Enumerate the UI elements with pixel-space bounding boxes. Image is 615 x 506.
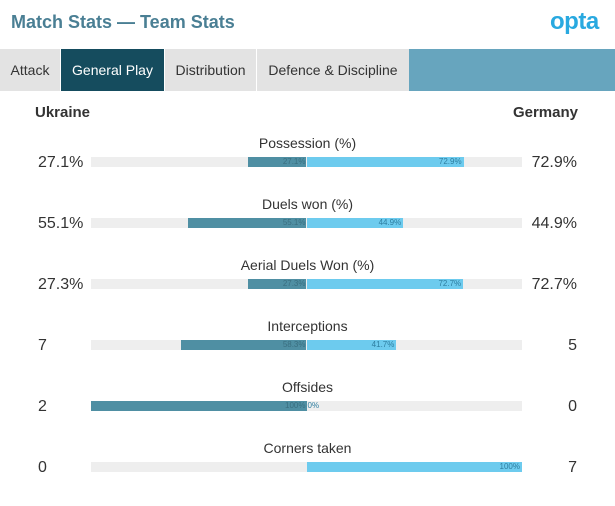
home-stat-percent: 100% [285, 401, 306, 410]
home-stat-bar [248, 157, 307, 167]
away-stat-bar [306, 462, 522, 472]
stat-bar-track: 58.3% 41.7% [91, 340, 522, 350]
stat-bar-track: 27.3% 72.7% [91, 279, 522, 289]
home-stat-value: 55.1% [38, 215, 84, 232]
page-header: Match Stats — Team Stats opta [0, 0, 615, 49]
away-stat-value: 72.9% [531, 154, 577, 171]
home-team-name: Ukraine [35, 104, 91, 121]
opta-logo[interactable]: opta [550, 8, 599, 35]
stat-row-possession: Possession (%) 27.1% 27.1% 72.9% 72.9% [0, 135, 615, 193]
tab-divider [164, 49, 165, 91]
stat-label: Corners taken [263, 440, 352, 456]
stat-row-corners: Corners taken 0 100% 7 [0, 440, 615, 498]
tab-distribution[interactable]: Distribution [165, 49, 256, 91]
stat-row-offsides: Offsides 2 100% 0% 0 [0, 379, 615, 437]
tab-divider [60, 49, 61, 91]
stat-label: Aerial Duels Won (%) [240, 257, 375, 273]
home-stat-bar [187, 218, 307, 228]
home-stat-value: 2 [38, 398, 47, 415]
tab-attack[interactable]: Attack [0, 49, 60, 91]
tab-divider [256, 49, 257, 91]
home-stat-value: 7 [38, 337, 47, 354]
stat-label: Duels won (%) [261, 196, 354, 212]
stat-bar-track: 27.1% 72.9% [91, 157, 522, 167]
away-stat-percent: 72.9% [438, 157, 462, 166]
away-stat-percent: 41.7% [371, 340, 395, 349]
stat-bar-track: 100% [91, 462, 522, 472]
stat-label: Offsides [281, 379, 334, 395]
away-stat-value: 0 [568, 398, 577, 415]
home-stat-percent: 27.3% [282, 279, 306, 288]
away-stat-bar [306, 157, 464, 167]
tab-defence-discipline[interactable]: Defence & Discipline [257, 49, 409, 91]
stat-row-aerial-duels: Aerial Duels Won (%) 27.3% 27.3% 72.7% 7… [0, 257, 615, 315]
stat-label: Possession (%) [258, 135, 357, 151]
home-stat-percent [247, 462, 307, 472]
away-team-name: Germany [512, 104, 578, 121]
tab-bar: Attack General Play Distribution Defence… [0, 49, 615, 91]
stat-bar-track: 100% 0% [91, 401, 522, 411]
away-stat-value: 5 [568, 337, 577, 354]
home-stat-percent: 27.1% [282, 157, 306, 166]
away-stat-bar [306, 279, 464, 289]
away-stat-value: 72.7% [531, 276, 577, 293]
home-stat-bar [247, 279, 307, 289]
stat-row-interceptions: Interceptions 7 58.3% 41.7% 5 [0, 318, 615, 376]
home-stat-bar [180, 340, 307, 350]
away-stat-value: 44.9% [531, 215, 577, 232]
away-stat-percent: 100% [499, 462, 520, 471]
home-stat-value: 27.3% [38, 276, 84, 293]
stat-label: Interceptions [267, 318, 348, 334]
page-title: Match Stats — Team Stats [11, 12, 235, 32]
away-stat-percent: 44.9% [378, 218, 402, 227]
away-stat-bar [306, 218, 404, 228]
home-stat-percent: 55.1% [282, 218, 306, 227]
away-stat-percent: 72.7% [438, 279, 462, 288]
away-stat-value: 7 [568, 459, 577, 476]
stat-row-duels-won: Duels won (%) 55.1% 55.1% 44.9% 44.9% [0, 196, 615, 254]
tab-general-play[interactable]: General Play [61, 49, 164, 91]
away-stat-percent: 0% [307, 401, 320, 410]
home-stat-bar [91, 401, 307, 411]
home-stat-percent: 58.3% [282, 340, 306, 349]
home-stat-value: 27.1% [38, 154, 84, 171]
home-stat-value: 0 [38, 459, 47, 476]
away-stat-bar [306, 340, 397, 350]
stat-bar-track: 55.1% 44.9% [91, 218, 522, 228]
